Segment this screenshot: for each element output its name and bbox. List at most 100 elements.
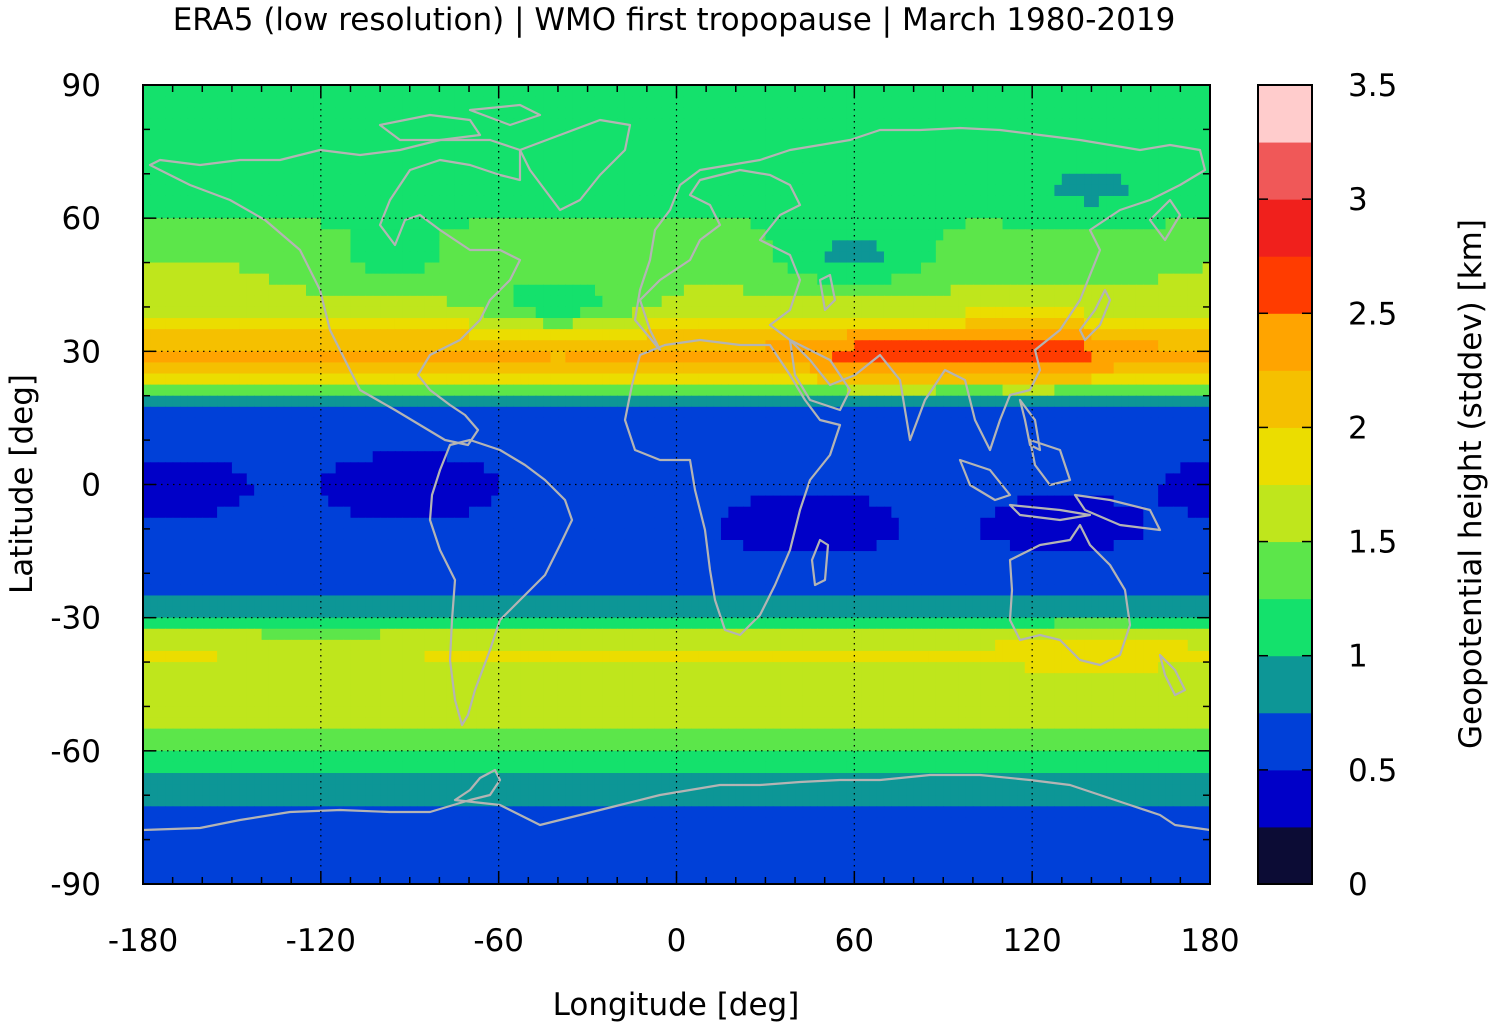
heatmap-cell [1017,451,1026,463]
heatmap-cell [1061,229,1070,241]
heatmap-cell [743,140,752,153]
heatmap-cell [1076,340,1085,352]
heatmap-cell [1054,329,1063,341]
heatmap-cell [891,273,900,286]
heatmap-cell [1039,306,1048,319]
heatmap-cell [535,85,544,97]
heatmap-cell [409,229,418,241]
heatmap-cell [454,118,463,130]
heatmap-cell [461,229,470,241]
heatmap-cell [965,406,974,419]
heatmap-cell [483,107,492,119]
heatmap-cell [1039,384,1048,397]
heatmap-cell [1076,151,1085,164]
heatmap-cell [765,184,774,197]
heatmap-cell [802,195,811,208]
heatmap-cell [898,429,907,441]
heatmap-cell [913,140,922,153]
heatmap-cell [446,318,455,330]
heatmap-cell [676,406,685,419]
heatmap-cell [617,329,626,341]
heatmap-cell [1150,162,1159,175]
heatmap-cell [1172,417,1181,430]
heatmap-cell [335,451,344,463]
heatmap-cell [246,273,255,286]
heatmap-cell [246,429,255,441]
heatmap-cell [320,162,329,175]
heatmap-cell [268,440,277,452]
heatmap-cell [306,362,315,375]
heatmap-cell [646,184,655,197]
heatmap-cell [632,195,641,208]
heatmap-cell [817,184,826,197]
heatmap-cell [298,451,307,463]
heatmap-cell [254,96,263,108]
heatmap-cell [469,140,478,153]
heatmap-cell [965,318,974,330]
heatmap-cell [187,151,196,164]
heatmap-cell [580,451,589,463]
heatmap-cell [402,240,411,253]
heatmap-cell [972,273,981,286]
heatmap-cell [943,273,952,286]
heatmap-cell [876,251,885,264]
heatmap-cell [869,318,878,330]
heatmap-cell [172,318,181,330]
heatmap-cell [261,417,270,430]
heatmap-cell [157,284,166,297]
heatmap-cell [365,118,374,130]
heatmap-cell [1032,251,1041,264]
heatmap-cell [817,329,826,341]
heatmap-cell [535,173,544,186]
heatmap-cell [261,195,270,208]
heatmap-cell [772,440,781,452]
heatmap-cell [706,85,715,97]
heatmap-cell [535,107,544,119]
heatmap-cell [772,184,781,197]
heatmap-cell [898,306,907,319]
heatmap-cell [772,218,781,230]
heatmap-cell [972,85,981,97]
heatmap-cell [580,273,589,286]
heatmap-cell [698,429,707,441]
heatmap-cell [424,417,433,430]
heatmap-cell [928,107,937,119]
heatmap-cell [958,162,967,175]
heatmap-cell [846,151,855,164]
heatmap-cell [958,429,967,441]
heatmap-cell [194,429,203,441]
heatmap-cell [209,229,218,241]
heatmap-cell [928,284,937,297]
heatmap-cell [1098,96,1107,108]
heatmap-cell [276,318,285,330]
heatmap-cell [883,207,892,219]
heatmap-cell [528,318,537,330]
heatmap-cell [1009,373,1018,386]
heatmap-cell [387,351,396,364]
heatmap-cell [1135,107,1144,119]
heatmap-cell [1187,284,1196,297]
heatmap-cell [1084,406,1093,419]
heatmap-cell [446,129,455,142]
heatmap-cell [224,151,233,164]
heatmap-cell [276,140,285,153]
heatmap-cell [1098,318,1107,330]
heatmap-cell [394,384,403,397]
heatmap-cell [846,262,855,275]
heatmap-cell [1039,140,1048,153]
heatmap-cell [1024,351,1033,364]
heatmap-cell [1076,107,1085,119]
heatmap-cell [935,151,944,164]
heatmap-cell [772,107,781,119]
heatmap-cell [683,184,692,197]
heatmap-cell [743,429,752,441]
heatmap-cell [765,406,774,419]
heatmap-cell [454,107,463,119]
heatmap-cell [172,251,181,264]
heatmap-cell [335,129,344,142]
heatmap-cell [572,151,581,164]
heatmap-cell [224,207,233,219]
heatmap-cell [143,85,152,97]
heatmap-cell [165,373,174,386]
heatmap-cell [921,273,930,286]
